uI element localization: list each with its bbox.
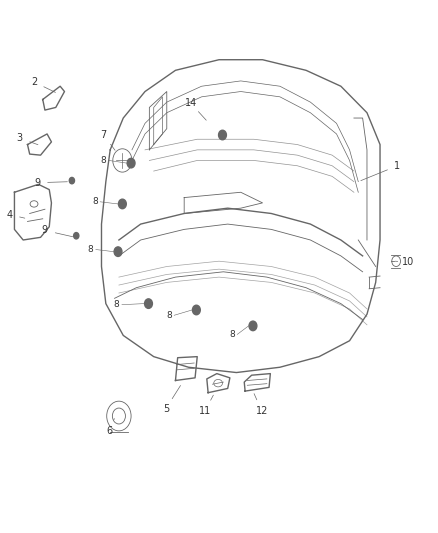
- Text: 8: 8: [114, 300, 120, 309]
- Text: 5: 5: [163, 403, 169, 414]
- Text: 8: 8: [101, 156, 106, 165]
- Text: 8: 8: [88, 245, 93, 254]
- Circle shape: [145, 299, 152, 309]
- Text: 4: 4: [6, 209, 12, 220]
- Text: 7: 7: [101, 130, 107, 140]
- Circle shape: [192, 305, 200, 315]
- Circle shape: [219, 130, 226, 140]
- Text: 9: 9: [34, 177, 40, 188]
- Circle shape: [249, 321, 257, 330]
- Text: 9: 9: [42, 225, 48, 236]
- Text: 14: 14: [184, 98, 197, 108]
- Text: 1: 1: [394, 161, 400, 171]
- Text: 12: 12: [255, 406, 268, 416]
- Text: 2: 2: [31, 77, 37, 87]
- Circle shape: [114, 247, 122, 256]
- Circle shape: [69, 177, 74, 184]
- Text: 3: 3: [17, 133, 23, 143]
- Text: 11: 11: [199, 406, 211, 416]
- Text: 8: 8: [166, 311, 172, 320]
- Text: 10: 10: [402, 257, 414, 267]
- Circle shape: [127, 158, 135, 168]
- Circle shape: [118, 199, 126, 209]
- Circle shape: [74, 232, 79, 239]
- Text: 8: 8: [229, 330, 235, 339]
- Text: 6: 6: [106, 426, 113, 436]
- Text: 8: 8: [92, 197, 98, 206]
